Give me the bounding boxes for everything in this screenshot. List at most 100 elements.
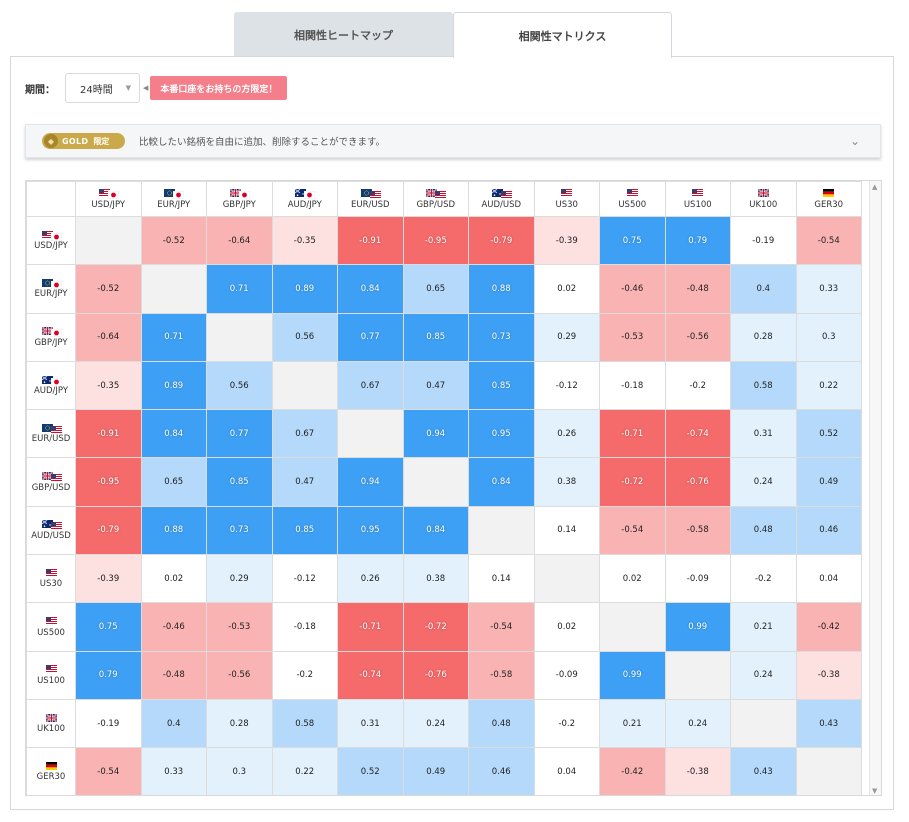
matrix-cell: 0.28 (730, 312, 797, 362)
period-row: 期間： 24時間 ▼ ◀ 本番口座をお持ちの方限定！ (25, 73, 288, 103)
flag-icon (27, 423, 75, 434)
matrix-cell: 0.65 (402, 264, 469, 314)
matrix-cell: 0.46 (795, 505, 862, 556)
matrix-cell: 0.02 (140, 554, 207, 604)
promo-badge: 本番口座をお持ちの方限定！ (150, 76, 288, 100)
matrix-cell: -0.56 (206, 650, 273, 700)
matrix-cell: 0.04 (795, 554, 862, 604)
column-header-label: GBP/USD (416, 199, 456, 210)
flag-icon (27, 375, 75, 386)
matrix-cell: -0.38 (664, 747, 731, 795)
vertical-scrollbar[interactable]: ▲ ▼ (869, 181, 881, 795)
matrix-cell: 0.85 (402, 312, 469, 362)
matrix-row: EUR/USD -0.91 0.84 0.77 0.67 0.94 0.95 0.26 -0.7… (26, 409, 862, 459)
matrix-cell: 0.73 (206, 505, 273, 556)
flag-icon (142, 189, 207, 200)
column-header-gbp-jpy: GBP/JPY (206, 181, 273, 217)
chevron-down-icon: ▼ (125, 84, 131, 92)
column-header-label: UK100 (749, 199, 778, 210)
matrix-cell-diagonal (271, 360, 338, 411)
matrix-cell: 0.75 (75, 602, 142, 652)
row-header-label: EUR/JPY (34, 289, 68, 300)
matrix-cell: 0.4 (730, 264, 797, 314)
matrix-cell: 0.58 (730, 360, 797, 411)
matrix-table: USD/JPY EUR/JPY GBP/JPY AUD/JPY EUR/USD GBP/U… (26, 181, 862, 795)
matrix-cell: 0.88 (140, 505, 207, 556)
period-selected-value: 24時間 (80, 84, 113, 96)
row-header-aud-jpy: AUD/JPY (26, 360, 76, 411)
column-header-label: EUR/JPY (157, 199, 191, 210)
column-header-label: EUR/USD (350, 199, 390, 210)
matrix-cell: 0.84 (402, 505, 469, 556)
row-header-label: US100 (37, 675, 65, 686)
row-header-label: US500 (37, 627, 65, 638)
row-header-label: GBP/JPY (34, 337, 68, 348)
row-header-label: GER30 (36, 772, 66, 783)
flag-icon (797, 189, 862, 197)
period-select[interactable]: 24時間 ▼ (65, 73, 140, 103)
matrix-cell-diagonal (599, 602, 666, 652)
matrix-cell: 0.38 (402, 554, 469, 604)
column-header-label: GER30 (814, 199, 844, 210)
matrix-cell-diagonal (402, 457, 469, 507)
row-header-ger30: GER30 (26, 747, 76, 795)
matrix-cell: 0.56 (206, 360, 273, 411)
matrix-cell: 0.22 (271, 747, 338, 795)
matrix-cell: 0.71 (206, 264, 273, 314)
matrix-row: US100 0.79 -0.48 -0.56 -0.2 -0.74 -0.76 -0.58 -0… (26, 650, 862, 700)
matrix-cell: 0.31 (730, 409, 797, 459)
matrix-cell: -0.42 (599, 747, 666, 795)
matrix-cell: -0.2 (271, 650, 338, 700)
matrix-cell: -0.76 (664, 457, 731, 507)
matrix-cell: 0.56 (271, 312, 338, 362)
column-header-label: AUD/JPY (287, 199, 322, 210)
row-header-label: EUR/USD (31, 434, 71, 445)
scroll-down-icon[interactable]: ▼ (872, 787, 878, 795)
matrix-cell: 0.26 (533, 409, 600, 459)
matrix-cell: -0.46 (140, 602, 207, 652)
row-header-us30: US30 (26, 554, 76, 604)
flag-icon (338, 189, 403, 199)
matrix-cell: 0.33 (795, 264, 862, 314)
matrix-cell: -0.53 (599, 312, 666, 362)
matrix-cell: -0.52 (140, 215, 207, 266)
flag-icon (731, 188, 796, 198)
matrix-cell: -0.71 (599, 409, 666, 459)
row-header-gbp-usd: GBP/USD (26, 457, 76, 507)
matrix-cell: -0.72 (402, 602, 469, 652)
matrix-cell-diagonal (75, 215, 142, 266)
scroll-up-icon[interactable]: ▲ (872, 183, 878, 191)
tab-heatmap[interactable]: 相関性ヒートマップ (234, 12, 453, 57)
row-header-us500: US500 (26, 602, 76, 652)
matrix-cell: -0.79 (468, 215, 535, 266)
matrix-cell: 0.04 (533, 747, 600, 795)
matrix-cell: 0.75 (599, 215, 666, 266)
matrix-cell: -0.2 (533, 698, 600, 749)
row-header-eur-jpy: EUR/JPY (26, 264, 76, 314)
expand-chevron-icon[interactable]: ⌄ (849, 134, 860, 148)
matrix-cell: -0.74 (337, 650, 404, 700)
flag-icon (27, 761, 75, 770)
matrix-cell: -0.12 (271, 554, 338, 604)
matrix-cell: -0.95 (402, 215, 469, 266)
tab-matrix[interactable]: 相関性マトリクス (453, 12, 672, 58)
matrix-cell: 0.22 (795, 360, 862, 411)
matrix-cell: -0.53 (206, 602, 273, 652)
matrix-cell: 0.95 (337, 505, 404, 556)
column-header-us100: US100 (664, 181, 731, 217)
matrix-cell: -0.76 (402, 650, 469, 700)
column-header-aud-usd: AUD/USD (468, 181, 535, 217)
matrix-cell: 0.26 (337, 554, 404, 604)
row-header-usd-jpy: USD/JPY (26, 215, 76, 266)
column-header-aud-jpy: AUD/JPY (271, 181, 338, 217)
matrix-header-row: USD/JPY EUR/JPY GBP/JPY AUD/JPY EUR/USD GBP/U… (26, 181, 862, 217)
matrix-cell: -0.58 (664, 505, 731, 556)
matrix-row: US500 0.75 -0.46 -0.53 -0.18 -0.71 -0.72 -0.54 0… (26, 602, 862, 652)
column-header-eur-usd: EUR/USD (337, 181, 404, 217)
matrix-cell: 0.21 (730, 602, 797, 652)
matrix-cell: 0.24 (664, 698, 731, 749)
gold-feature-bar[interactable]: ◆ GOLD 限定 比較したい銘柄を自由に追加、削除することができます。 ⌄ (25, 124, 881, 158)
flag-icon (27, 520, 75, 531)
matrix-cell: 0.52 (795, 409, 862, 459)
matrix-cell: -0.56 (664, 312, 731, 362)
